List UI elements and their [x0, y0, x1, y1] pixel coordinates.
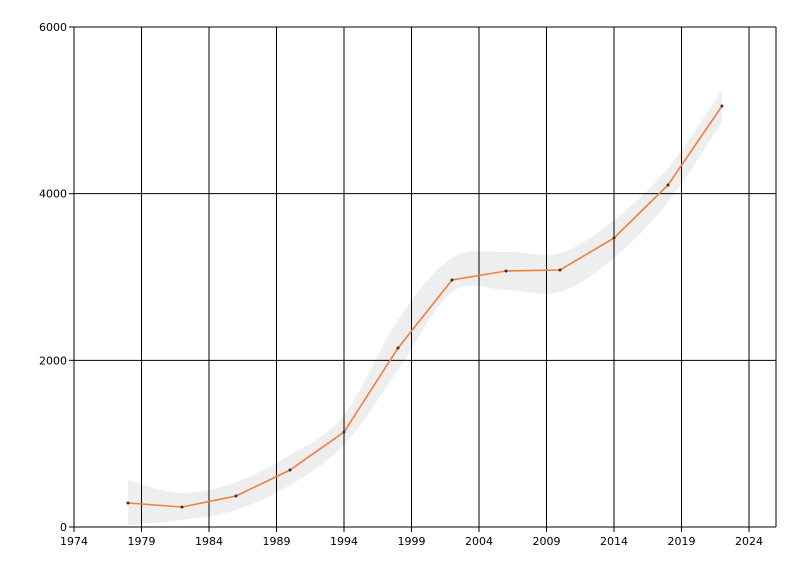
x-tick-label: 2009	[533, 535, 561, 548]
y-tick-label: 0	[60, 521, 67, 534]
point	[558, 268, 562, 272]
point	[396, 346, 400, 350]
point	[126, 501, 130, 505]
point	[504, 269, 508, 273]
point	[234, 494, 238, 498]
x-tick-label: 1974	[60, 535, 88, 548]
y-tick-label: 2000	[39, 354, 67, 367]
y-tick-label: 6000	[39, 21, 67, 34]
point	[288, 468, 292, 472]
x-tick-label: 1989	[263, 535, 291, 548]
x-tick-label: 1984	[195, 535, 223, 548]
point	[666, 183, 670, 187]
point	[342, 430, 346, 434]
x-tick-label: 1994	[330, 535, 358, 548]
point	[720, 104, 724, 108]
x-tick-label: 2019	[668, 535, 696, 548]
x-tick-label: 2024	[735, 535, 763, 548]
confidence-band	[128, 90, 722, 525]
x-tick-label: 1979	[128, 535, 156, 548]
x-tick-label: 2014	[600, 535, 628, 548]
point	[612, 236, 616, 240]
point	[450, 278, 454, 282]
line	[127, 105, 723, 508]
y-tick-label: 4000	[39, 188, 67, 201]
x-tick-label: 2004	[465, 535, 493, 548]
point	[180, 505, 184, 509]
x-tick-label: 1999	[398, 535, 426, 548]
